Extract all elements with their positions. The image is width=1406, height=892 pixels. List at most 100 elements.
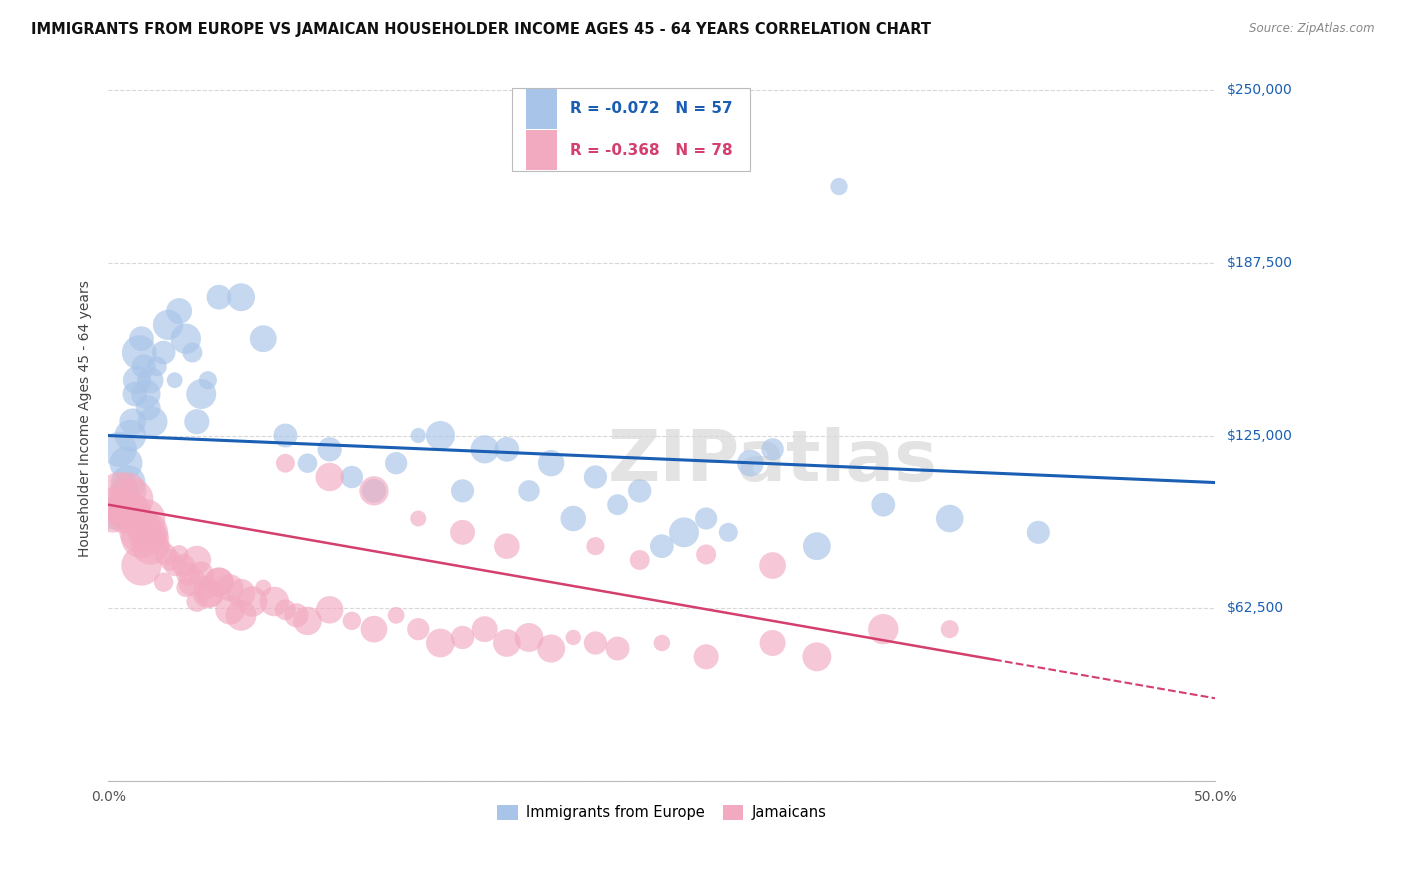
Point xyxy=(150,539,173,553)
Point xyxy=(197,373,219,387)
Point xyxy=(318,442,340,457)
Point xyxy=(672,525,695,540)
Point xyxy=(141,415,163,429)
Text: $62,500: $62,500 xyxy=(1226,601,1284,615)
Point xyxy=(406,511,429,525)
Point xyxy=(163,373,186,387)
Point xyxy=(181,575,204,590)
Point xyxy=(124,503,146,517)
Point xyxy=(651,539,673,553)
Point xyxy=(108,442,131,457)
Point xyxy=(695,511,717,525)
Point xyxy=(562,511,585,525)
Point xyxy=(828,179,851,194)
Point xyxy=(117,483,139,498)
Point xyxy=(146,359,169,374)
Point xyxy=(135,387,157,401)
Point xyxy=(167,548,190,562)
Point xyxy=(131,531,153,545)
Legend: Immigrants from Europe, Jamaicans: Immigrants from Europe, Jamaicans xyxy=(491,799,832,826)
Point xyxy=(938,511,960,525)
Point xyxy=(761,636,783,650)
Point xyxy=(131,332,153,346)
Point xyxy=(263,594,285,608)
Point xyxy=(583,636,606,650)
Point xyxy=(208,575,231,590)
Point xyxy=(104,498,127,512)
Point xyxy=(115,456,138,470)
Point xyxy=(761,442,783,457)
Point xyxy=(340,470,363,484)
Point xyxy=(174,332,197,346)
Point xyxy=(110,503,132,517)
Point xyxy=(167,304,190,318)
Point xyxy=(740,456,762,470)
Point xyxy=(155,548,177,562)
Text: ZIPatlas: ZIPatlas xyxy=(607,427,938,496)
Point xyxy=(318,603,340,617)
Point xyxy=(229,608,252,623)
Point xyxy=(761,558,783,573)
Point xyxy=(340,614,363,628)
Point xyxy=(152,575,174,590)
Text: R = -0.072   N = 57: R = -0.072 N = 57 xyxy=(569,101,733,116)
Point xyxy=(139,373,162,387)
Text: R = -0.368   N = 78: R = -0.368 N = 78 xyxy=(569,143,733,158)
Point xyxy=(177,566,200,581)
Point xyxy=(540,456,562,470)
Point xyxy=(163,558,186,573)
Point xyxy=(318,470,340,484)
Point xyxy=(121,492,143,507)
Point xyxy=(628,483,651,498)
Text: $187,500: $187,500 xyxy=(1226,256,1292,269)
Point xyxy=(406,428,429,442)
Point xyxy=(297,456,319,470)
Y-axis label: Householder Income Ages 45 - 64 years: Householder Income Ages 45 - 64 years xyxy=(79,280,93,557)
Point xyxy=(194,581,217,595)
Point xyxy=(159,553,181,567)
Point xyxy=(274,428,297,442)
Text: $125,000: $125,000 xyxy=(1226,428,1292,442)
Point xyxy=(363,483,385,498)
Point xyxy=(695,649,717,664)
Point xyxy=(274,603,297,617)
Point xyxy=(429,636,451,650)
Point xyxy=(104,506,127,520)
Point xyxy=(495,442,517,457)
Point xyxy=(540,641,562,656)
Point xyxy=(385,608,408,623)
Point xyxy=(125,511,148,525)
Point xyxy=(181,345,204,359)
Point xyxy=(606,641,628,656)
Point xyxy=(606,498,628,512)
Text: Source: ZipAtlas.com: Source: ZipAtlas.com xyxy=(1250,22,1375,36)
Point xyxy=(429,428,451,442)
Point xyxy=(297,614,319,628)
Point xyxy=(474,622,496,636)
Point xyxy=(451,631,474,645)
Point xyxy=(174,581,197,595)
Point xyxy=(806,649,828,664)
Point xyxy=(495,539,517,553)
Point xyxy=(136,401,159,415)
Point xyxy=(406,622,429,636)
Point xyxy=(495,636,517,650)
Point xyxy=(628,553,651,567)
Point xyxy=(363,622,385,636)
Point xyxy=(157,318,180,332)
Point xyxy=(132,520,155,534)
Point xyxy=(124,387,146,401)
Point xyxy=(115,498,138,512)
Point xyxy=(651,636,673,650)
Point xyxy=(125,373,148,387)
Point xyxy=(517,631,540,645)
Point xyxy=(121,415,143,429)
Point xyxy=(112,483,135,498)
Point xyxy=(474,442,496,457)
Point xyxy=(128,525,150,540)
Point xyxy=(872,622,894,636)
Point xyxy=(186,415,208,429)
Point xyxy=(139,539,162,553)
Point xyxy=(252,581,274,595)
Point xyxy=(173,558,195,573)
